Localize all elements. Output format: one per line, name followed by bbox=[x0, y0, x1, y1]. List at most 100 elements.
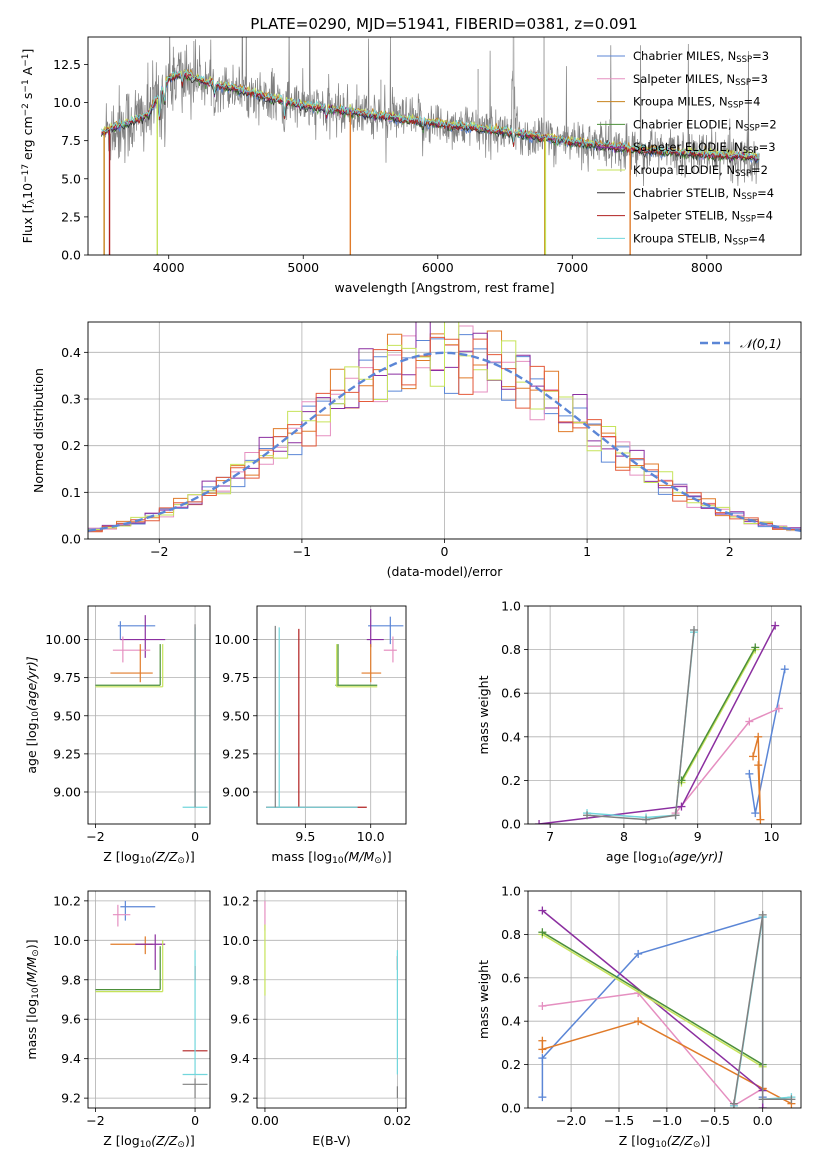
x-tick-label: 10 bbox=[764, 829, 780, 844]
age-vs-mass-plot-area bbox=[257, 606, 406, 824]
data-point-marker bbox=[774, 704, 783, 713]
y-tick-label: 0.8 bbox=[501, 642, 521, 657]
x-tick-label: −1.0 bbox=[652, 1113, 682, 1128]
y-tick-label: 9.2 bbox=[61, 1091, 81, 1106]
data-point-marker bbox=[758, 910, 767, 919]
x-tick-label: 9.5 bbox=[295, 829, 315, 844]
data-point-marker bbox=[677, 802, 686, 811]
legend-entry: Salpeter STELIB, NSSP=4 bbox=[633, 209, 773, 225]
weight-vs-age-series-1 bbox=[675, 707, 780, 814]
y-tick-label: 0.2 bbox=[501, 773, 521, 788]
y-tick-label: 9.6 bbox=[230, 1012, 250, 1027]
weight-vs-age-series-0 bbox=[748, 669, 786, 814]
x-tick-label: 4000 bbox=[153, 260, 185, 275]
axes-frame bbox=[87, 890, 211, 1109]
error-bar-marker bbox=[361, 644, 382, 683]
data-point-marker bbox=[780, 665, 789, 674]
error-bar-marker bbox=[336, 644, 378, 688]
legend-entry: Salpeter ELODIE, NSSP=3 bbox=[633, 140, 776, 156]
data-point-marker bbox=[787, 1095, 796, 1104]
y-tick-label: 0.4 bbox=[61, 345, 81, 360]
spectrum-plot-area bbox=[101, 37, 760, 255]
weight-vs-age-plot-area bbox=[528, 606, 801, 824]
x-tick-label: −1 bbox=[293, 544, 311, 559]
x-axis-label: Z [log10(Z/Z⊙)] bbox=[103, 849, 194, 866]
y-tick-label: 9.4 bbox=[230, 1051, 250, 1066]
data-point-marker bbox=[538, 1093, 547, 1102]
error-bar-marker bbox=[335, 644, 378, 686]
residual-histogram-series-5 bbox=[88, 336, 801, 533]
y-axis-label: Normed distribution bbox=[31, 368, 46, 493]
y-tick-label: 9.50 bbox=[222, 708, 250, 723]
data-point-marker bbox=[749, 752, 758, 761]
data-point-marker bbox=[751, 643, 760, 652]
error-bar-marker bbox=[95, 644, 164, 688]
weight-vs-Z-series-7 bbox=[733, 914, 792, 1104]
error-bar-marker bbox=[266, 627, 358, 808]
x-tick-label: −1.5 bbox=[604, 1113, 634, 1128]
spectrum-legend: Chabrier MILES, NSSP=3 Salpeter MILES, NS… bbox=[597, 49, 777, 248]
x-axis-label: Z [log10(Z/Z⊙)] bbox=[619, 1133, 710, 1150]
y-tick-label: 1.0 bbox=[501, 884, 521, 899]
axes-frame bbox=[87, 36, 802, 256]
y-tick-label: 0.6 bbox=[501, 970, 521, 985]
weight-vs-Z-series-5 bbox=[542, 931, 764, 1066]
x-tick-label: −2 bbox=[150, 544, 168, 559]
spectrum-panel: 4000 5000 6000 7000 8000 0.0 2.5 5.0 7.5 10.0 12.5… bbox=[20, 36, 802, 295]
data-point-marker bbox=[642, 815, 651, 824]
legend-entry: Chabrier ELODIE, NSSP=2 bbox=[633, 117, 777, 133]
axes-frame bbox=[256, 605, 407, 825]
y-tick-label: 9.75 bbox=[53, 670, 81, 685]
axes-frame bbox=[87, 321, 802, 540]
data-point-marker bbox=[758, 1095, 767, 1104]
weight-vs-age-series-2 bbox=[752, 736, 762, 820]
y-tick-label: 9.75 bbox=[222, 670, 250, 685]
error-bar-marker bbox=[112, 636, 151, 663]
x-tick-label: 0.00 bbox=[251, 1113, 279, 1128]
y-tick-label: 5.0 bbox=[61, 171, 81, 186]
x-tick-label: 0.0 bbox=[753, 1113, 773, 1128]
residual-histogram-plot-area bbox=[88, 322, 801, 539]
y-tick-label: 9.4 bbox=[61, 1051, 81, 1066]
x-tick-label: 1 bbox=[583, 544, 591, 559]
residual-histogram-series-4 bbox=[88, 322, 801, 531]
data-point-marker bbox=[729, 1099, 738, 1108]
data-point-marker bbox=[771, 621, 780, 630]
mass-vs-ebv-plot-area bbox=[257, 891, 406, 1108]
data-point-marker bbox=[751, 809, 760, 818]
weight-vs-age-series-3 bbox=[539, 625, 776, 824]
x-tick-label: 7000 bbox=[556, 260, 588, 275]
x-tick-label: 9 bbox=[694, 829, 702, 844]
age-vs-Z-panel: −2 0 9.00 9.25 9.50 9.75 10.00 Z [log10(Z/Z⊙)] a… bbox=[24, 605, 211, 866]
error-bar-marker bbox=[383, 636, 397, 663]
y-tick-label: 0.0 bbox=[501, 817, 521, 832]
data-point-marker bbox=[535, 820, 544, 824]
data-point-marker bbox=[754, 761, 763, 770]
x-tick-label: −0.5 bbox=[700, 1113, 730, 1128]
axes-frame bbox=[256, 890, 407, 1109]
y-axis-label: age [log10(age/yr)] bbox=[24, 656, 41, 773]
gaussian-reference-curve bbox=[88, 351, 801, 532]
axes-frame bbox=[527, 605, 802, 825]
data-point-marker bbox=[745, 717, 754, 726]
error-bar-marker bbox=[117, 621, 156, 640]
y-tick-label: 0.6 bbox=[501, 686, 521, 701]
data-point-marker bbox=[634, 949, 643, 958]
mass-vs-Z-plot-area bbox=[88, 891, 210, 1108]
y-axis-label: mass weight bbox=[476, 675, 491, 754]
y-axis-label: mass [log10(M/M⊙)] bbox=[24, 939, 41, 1059]
y-tick-label: 9.50 bbox=[53, 708, 81, 723]
error-bar-marker bbox=[120, 900, 156, 921]
error-bar-marker bbox=[182, 950, 208, 1076]
y-tick-label: 1.0 bbox=[501, 599, 521, 614]
x-axis-label: age [log10(age/yr)] bbox=[606, 849, 723, 866]
histogram-legend: 𝒩(0,1) bbox=[700, 336, 782, 351]
model-spectrum-6 bbox=[101, 75, 760, 165]
data-point-marker bbox=[538, 1002, 547, 1011]
y-tick-label: 9.25 bbox=[53, 746, 81, 761]
x-tick-label: 8000 bbox=[691, 260, 723, 275]
y-tick-label: 10.0 bbox=[53, 95, 81, 110]
data-point-marker bbox=[745, 769, 754, 778]
x-tick-label: 5000 bbox=[287, 260, 319, 275]
legend-entry: Salpeter MILES, NSSP=3 bbox=[633, 72, 768, 88]
